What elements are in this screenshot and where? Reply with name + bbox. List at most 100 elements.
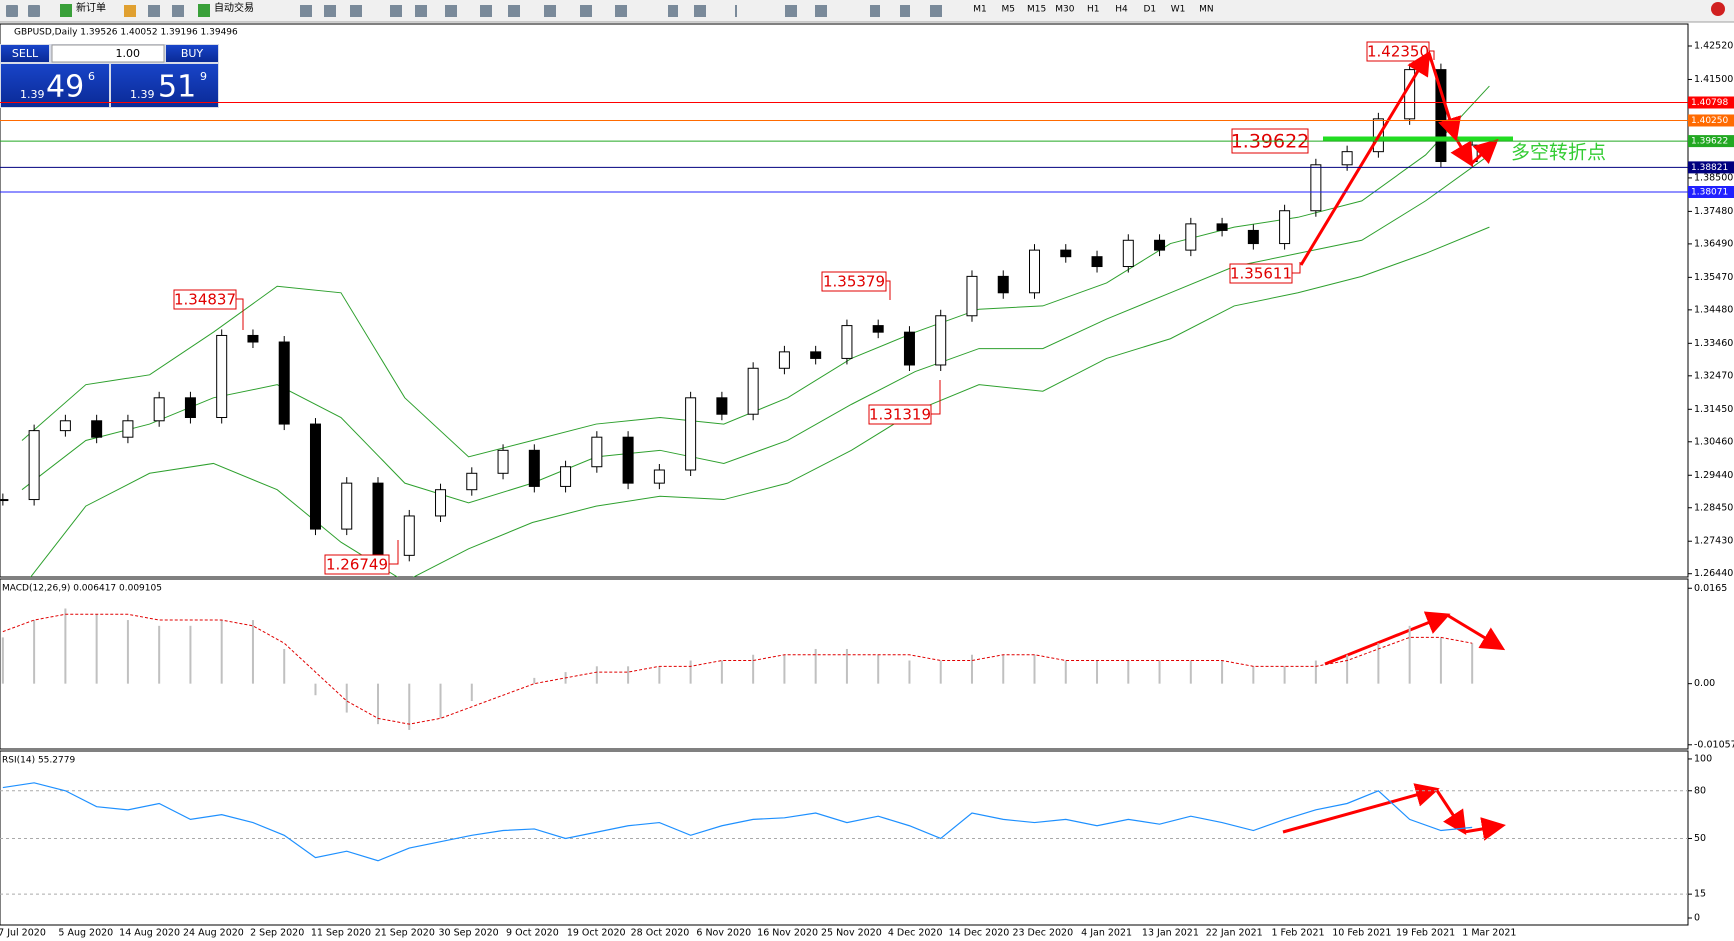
- candle: [216, 334, 228, 418]
- macd-bar: [1127, 660, 1130, 684]
- level-tag: [1688, 96, 1734, 109]
- y-tick-label: 0.0165: [1694, 583, 1727, 594]
- macd-bar: [470, 683, 473, 702]
- date-label: 19 Feb 2021: [1396, 928, 1455, 939]
- candle: [91, 420, 103, 438]
- macd-bar: [1221, 660, 1224, 684]
- y-tick-label: 0.00: [1694, 678, 1715, 689]
- macd-bar: [95, 614, 98, 684]
- volume[interactable]: 1.00: [116, 47, 141, 60]
- candle: [341, 482, 353, 530]
- y-tick-label: 1.30460: [1694, 436, 1733, 447]
- macd-bar: [439, 683, 442, 719]
- new-order-label[interactable]: 新订单: [76, 1, 106, 14]
- date-label: 1 Mar 2021: [1462, 928, 1516, 939]
- candle: [1029, 249, 1041, 294]
- candle: [184, 397, 196, 418]
- timeframe-button[interactable]: W1: [1171, 5, 1186, 15]
- y-tick-label: 1.33460: [1694, 338, 1733, 349]
- macd-bar: [877, 654, 880, 684]
- timeframe-button[interactable]: MN: [1199, 5, 1214, 15]
- timeframe-button[interactable]: M15: [1027, 5, 1046, 15]
- macd-bar: [627, 666, 630, 684]
- macd-bar: [189, 625, 192, 684]
- y-tick-label: 1.27430: [1694, 536, 1733, 547]
- candle: [403, 515, 415, 556]
- macd-bar: [845, 648, 848, 684]
- candle: [935, 315, 947, 366]
- y-tick-label: 1.38500: [1694, 172, 1733, 183]
- date-label: 4 Jan 2021: [1081, 928, 1132, 939]
- y-tick-label: 1.35470: [1694, 272, 1733, 283]
- rsi-line: [2, 782, 1473, 862]
- bid-box[interactable]: [1, 64, 109, 107]
- price-panel: [0, 23, 1689, 578]
- auto-trading-button[interactable]: [198, 4, 210, 17]
- volume-input[interactable]: [51, 44, 165, 63]
- ask-box[interactable]: [111, 64, 218, 107]
- macd-signal: [2, 613, 1473, 725]
- y-tick-label: 1.26440: [1694, 568, 1733, 579]
- timeframe-button[interactable]: H1: [1087, 5, 1100, 15]
- candle: [497, 449, 509, 474]
- macd-bar: [1471, 643, 1474, 684]
- annotation: 1.35379: [823, 273, 885, 291]
- date-label: 4 Dec 2020: [888, 928, 943, 939]
- new-order-button[interactable]: [60, 4, 72, 17]
- buy-label[interactable]: BUY: [181, 47, 204, 60]
- y-tick-label: 1.37480: [1694, 206, 1733, 217]
- timeframe-button[interactable]: D1: [1143, 5, 1156, 15]
- macd-bar: [377, 683, 380, 725]
- y-tick-label: 15: [1694, 889, 1706, 900]
- annotation: 1.26749: [326, 556, 388, 574]
- macd-bar: [1377, 643, 1380, 684]
- candle: [153, 397, 165, 422]
- pivot-note: 多空转折点: [1511, 142, 1606, 164]
- candle: [1279, 210, 1291, 245]
- date-label: 24 Aug 2020: [183, 928, 244, 939]
- date-label: 16 Nov 2020: [757, 928, 818, 939]
- level-tag-label: 1.40250: [1691, 116, 1728, 126]
- candle: [778, 351, 790, 369]
- timeframe-button[interactable]: M1: [973, 5, 987, 15]
- candle: [872, 325, 884, 333]
- timeframe-button[interactable]: M30: [1055, 5, 1074, 15]
- ask-pips: 51: [158, 70, 196, 105]
- annotation: 1.31319: [869, 406, 931, 424]
- y-tick-label: 50: [1694, 833, 1706, 844]
- sell-label[interactable]: SELL: [12, 47, 39, 60]
- macd-bar: [1, 637, 4, 684]
- macd-bar: [752, 654, 755, 684]
- annotation: 1.35611: [1230, 265, 1292, 283]
- macd-bar: [283, 648, 286, 684]
- chart-header: GBPUSD,Daily 1.39526 1.40052 1.39196 1.3…: [14, 28, 238, 38]
- candle: [810, 351, 822, 359]
- sell-button[interactable]: [1, 45, 49, 62]
- bid-big-figure: 1.39: [20, 88, 45, 101]
- date-label: 5 Aug 2020: [58, 928, 113, 939]
- macd-panel: [0, 578, 1689, 750]
- candle: [466, 472, 478, 491]
- candle: [0, 499, 9, 502]
- candle: [278, 341, 290, 425]
- level-tag: [1688, 114, 1734, 127]
- candle: [747, 367, 759, 415]
- buy-button[interactable]: [166, 45, 218, 62]
- timeframe-button[interactable]: H4: [1115, 5, 1128, 15]
- timeframe-button[interactable]: M5: [1002, 5, 1016, 15]
- date-label: 14 Dec 2020: [949, 928, 1010, 939]
- macd-bar: [1283, 666, 1286, 684]
- candle: [1341, 151, 1353, 166]
- candle: [28, 430, 40, 501]
- auto-trading-label[interactable]: 自动交易: [214, 1, 254, 14]
- candle: [122, 420, 134, 438]
- date-label: 21 Sep 2020: [375, 928, 435, 939]
- y-tick-label: 1.41500: [1694, 74, 1733, 85]
- candle: [372, 482, 384, 556]
- annotations: [173, 41, 1435, 575]
- date-label: 19 Oct 2020: [567, 928, 626, 939]
- macd-bar: [1002, 654, 1005, 684]
- macd-bar: [908, 660, 911, 684]
- y-tick-label: 1.42520: [1694, 40, 1733, 51]
